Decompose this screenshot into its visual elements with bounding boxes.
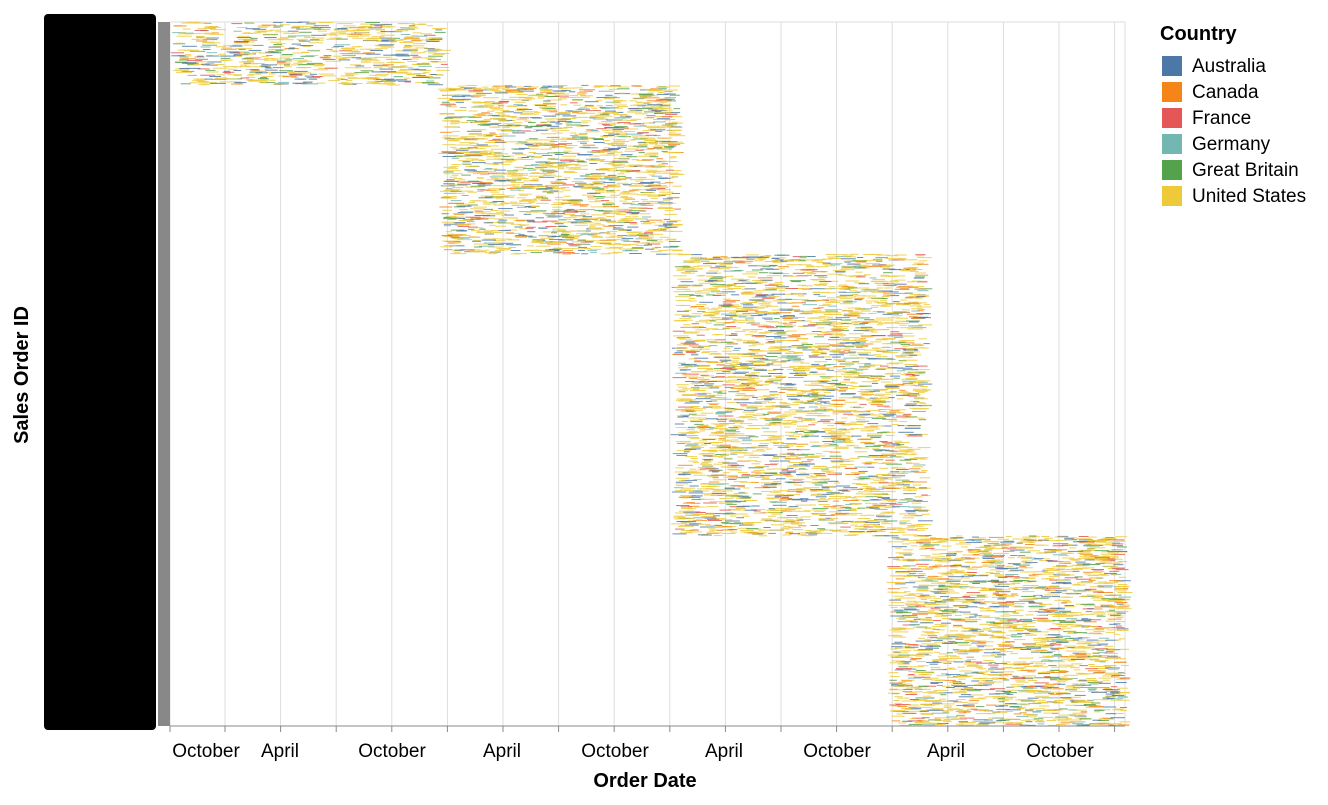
chart: Order Date Sales Order ID OctoberAprilOc… [0,0,1328,800]
chart-svg: Order Date Sales Order ID OctoberAprilOc… [0,0,1328,800]
